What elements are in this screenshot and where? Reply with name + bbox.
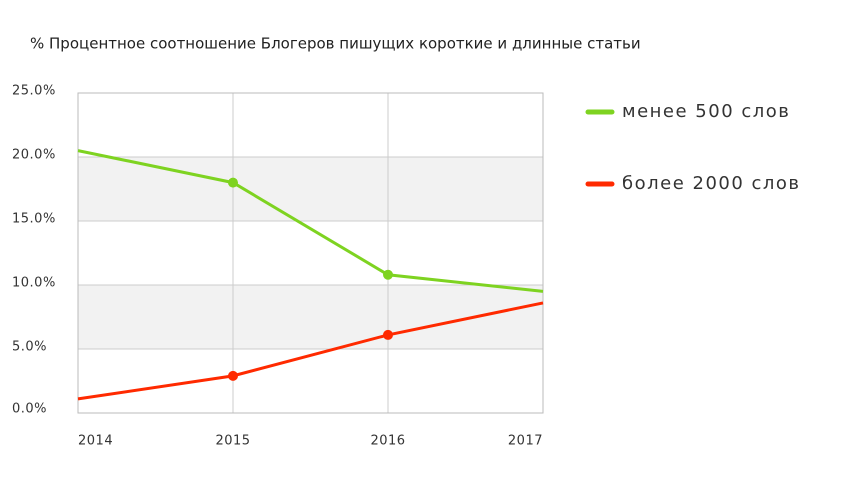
chart-title: % Процентное соотношение Блогеров пишущи… xyxy=(30,35,641,53)
y-tick-label: 25.0% xyxy=(12,84,56,99)
grid-band xyxy=(78,285,543,349)
point xyxy=(228,177,238,188)
y-tick-label: 20.0% xyxy=(12,148,56,163)
y-tick-label: 5.0% xyxy=(12,340,47,355)
legend-label: более 2000 слов xyxy=(622,173,801,194)
plot-border xyxy=(77,92,544,414)
series-line xyxy=(77,149,544,293)
x-tick-label: 2015 xyxy=(215,434,250,449)
y-tick-label: 0.0% xyxy=(12,402,47,417)
point xyxy=(383,329,393,340)
x-tick-label: 2016 xyxy=(370,434,405,449)
point xyxy=(383,269,393,280)
legend-label: менее 500 слов xyxy=(622,101,790,122)
series-line xyxy=(77,301,544,401)
y-tick-label: 10.0% xyxy=(12,276,56,291)
x-tick-label: 2014 xyxy=(78,434,113,449)
y-tick-label: 15.0% xyxy=(12,212,56,227)
grid-band xyxy=(78,157,543,221)
x-tick-label: 2017 xyxy=(508,434,543,449)
point xyxy=(228,370,238,381)
